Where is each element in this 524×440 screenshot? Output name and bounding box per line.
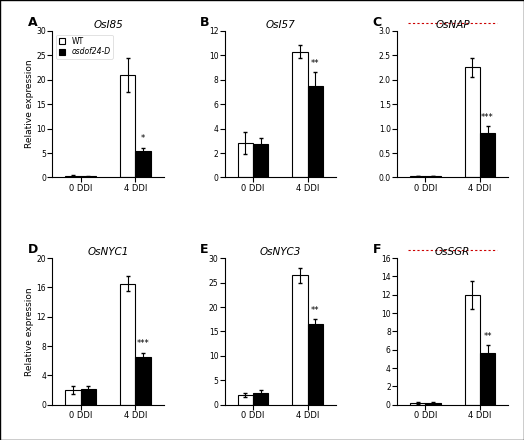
Bar: [480, 352, 495, 405]
Bar: [135, 150, 150, 177]
Bar: [292, 51, 308, 177]
Bar: [308, 324, 323, 405]
Text: D: D: [28, 243, 38, 257]
Bar: [465, 67, 480, 177]
Bar: [238, 143, 253, 177]
Text: E: E: [200, 243, 209, 257]
Bar: [66, 176, 81, 177]
Title: OsSGR: OsSGR: [435, 247, 471, 257]
Text: B: B: [200, 16, 210, 29]
Bar: [425, 403, 441, 405]
Bar: [120, 284, 135, 405]
Text: **: **: [483, 332, 492, 341]
Title: OsNAP: OsNAP: [435, 20, 470, 30]
Text: F: F: [373, 243, 381, 257]
Bar: [308, 86, 323, 177]
Text: C: C: [373, 16, 382, 29]
Title: OsNYC3: OsNYC3: [260, 247, 301, 257]
Bar: [253, 392, 268, 405]
Bar: [425, 176, 441, 177]
Text: *: *: [141, 134, 145, 143]
Bar: [253, 144, 268, 177]
Bar: [135, 357, 150, 405]
Text: ***: ***: [481, 113, 494, 122]
Bar: [66, 390, 81, 405]
Bar: [120, 75, 135, 177]
Text: **: **: [311, 306, 320, 315]
Title: OsI85: OsI85: [93, 20, 123, 30]
Text: A: A: [28, 16, 38, 29]
Text: ***: ***: [137, 339, 149, 348]
Y-axis label: Relative expression: Relative expression: [25, 287, 34, 376]
Legend: WT, osdof24-D: WT, osdof24-D: [56, 35, 113, 59]
Bar: [238, 395, 253, 405]
Title: OsNYC1: OsNYC1: [88, 247, 129, 257]
Bar: [81, 176, 96, 177]
Y-axis label: Relative expression: Relative expression: [25, 60, 34, 148]
Bar: [465, 295, 480, 405]
Bar: [410, 403, 425, 405]
Bar: [410, 176, 425, 177]
Bar: [81, 389, 96, 405]
Title: OsI57: OsI57: [266, 20, 295, 30]
Text: **: **: [311, 59, 320, 68]
Bar: [292, 275, 308, 405]
Bar: [480, 133, 495, 177]
